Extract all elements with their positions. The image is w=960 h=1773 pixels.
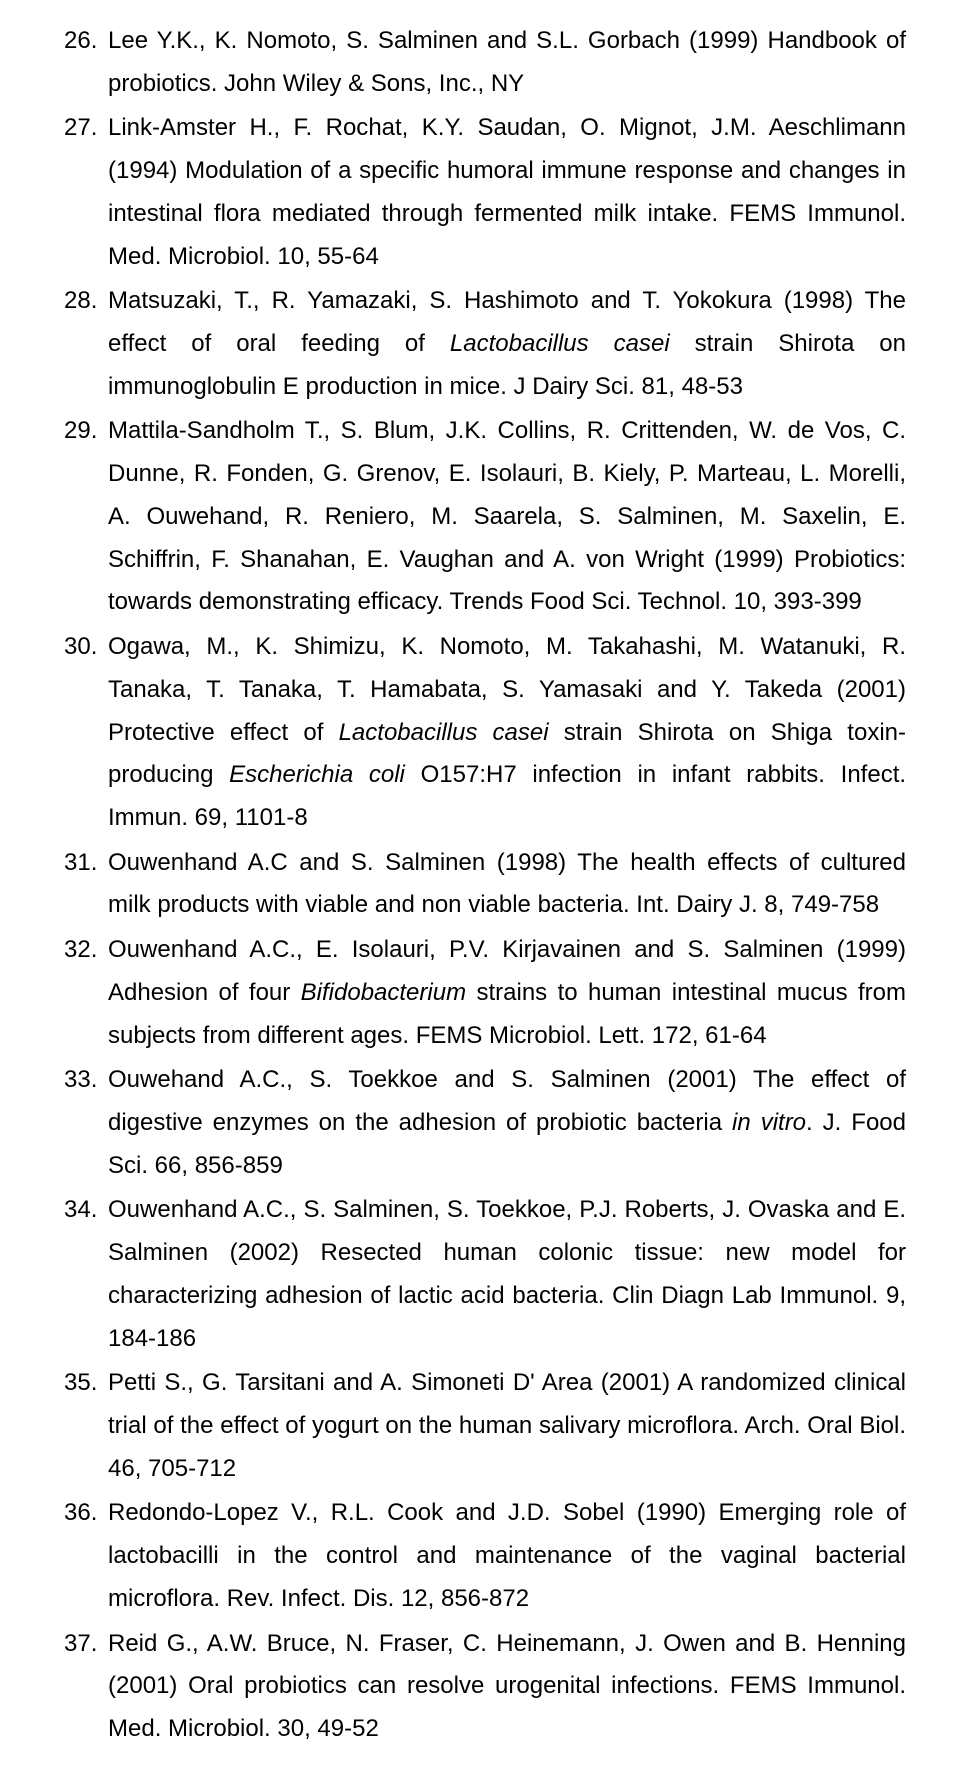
reference-item: Ouwenhand A.C., E. Isolauri, P.V. Kirjav… [64,929,906,1057]
reference-text: Mattila-Sandholm T., S. Blum, J.K. Colli… [108,417,906,615]
reference-text: Redondo-Lopez V., R.L. Cook and J.D. Sob… [108,1499,906,1611]
reference-item: Lee Y.K., K. Nomoto, S. Salminen and S.L… [64,20,906,105]
reference-italic: Escherichia coli [229,761,405,788]
reference-text: Lee Y.K., K. Nomoto, S. Salminen and S.L… [108,27,906,97]
reference-italic: Bifidobacterium [301,979,466,1006]
reference-italic: in vitro [732,1109,806,1136]
reference-text: Petti S., G. Tarsitani and A. Simoneti D… [108,1369,906,1481]
reference-item: Ouwenhand A.C., S. Salminen, S. Toekkoe,… [64,1189,906,1360]
reference-text: Ouwenhand A.C and S. Salminen (1998) The… [108,849,906,919]
reference-item: Ouwenhand A.C and S. Salminen (1998) The… [64,842,906,927]
reference-item: Petti S., G. Tarsitani and A. Simoneti D… [64,1362,906,1490]
reference-item: Reid G., A.W. Bruce, N. Fraser, C. Heine… [64,1623,906,1751]
reference-italic: Lactobacillus casei [450,330,670,357]
reference-text: Link-Amster H., F. Rochat, K.Y. Saudan, … [108,114,906,269]
reference-text: Ouwenhand A.C., S. Salminen, S. Toekkoe,… [108,1196,906,1351]
reference-item: Link-Amster H., F. Rochat, K.Y. Saudan, … [64,107,906,278]
reference-item: Matsuzaki, T., R. Yamazaki, S. Hashimoto… [64,280,906,408]
reference-item: Ouwehand A.C., S. Toekkoe and S. Salmine… [64,1059,906,1187]
reference-item: Ogawa, M., K. Shimizu, K. Nomoto, M. Tak… [64,626,906,840]
reference-text: Reid G., A.W. Bruce, N. Fraser, C. Heine… [108,1630,906,1742]
reference-item: Mattila-Sandholm T., S. Blum, J.K. Colli… [64,410,906,624]
reference-item: Redondo-Lopez V., R.L. Cook and J.D. Sob… [64,1492,906,1620]
reference-list: Lee Y.K., K. Nomoto, S. Salminen and S.L… [64,20,906,1751]
reference-italic: Lactobacillus casei [339,719,549,746]
